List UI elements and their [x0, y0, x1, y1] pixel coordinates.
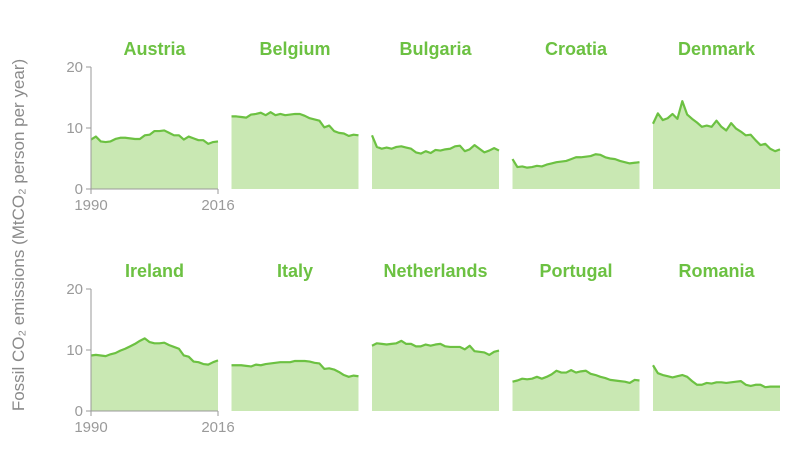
- panel-title-romania: Romania: [678, 261, 755, 281]
- panel-title-ireland: Ireland: [125, 261, 184, 281]
- panel-denmark: Denmark: [652, 39, 781, 189]
- panel-title-denmark: Denmark: [678, 39, 756, 59]
- line-ireland: [90, 337, 219, 366]
- area-austria: [91, 130, 218, 189]
- y-tick-label: 10: [66, 342, 83, 359]
- line-italy: [231, 359, 359, 378]
- y-tick-label: 0: [75, 403, 83, 420]
- panel-netherlands: Netherlands: [371, 261, 500, 411]
- line-netherlands: [371, 339, 500, 356]
- line-austria: [90, 129, 219, 145]
- area-belgium: [231, 112, 359, 189]
- line-denmark: [652, 100, 781, 153]
- panel-austria: Austria 0 10 20 1990 2016: [66, 39, 234, 214]
- axes-row-1: 0 10 20 1990 2016: [66, 59, 234, 214]
- panel-italy: Italy: [231, 261, 359, 411]
- y-tick-label: 20: [66, 59, 83, 76]
- panel-title-portugal: Portugal: [539, 261, 612, 281]
- y-tick-label: 10: [66, 120, 83, 137]
- panel-title-croatia: Croatia: [545, 39, 608, 59]
- x-tick-label: 1990: [74, 419, 107, 436]
- area-bulgaria: [372, 135, 499, 189]
- x-tick-label: 2016: [201, 419, 234, 436]
- line-portugal: [512, 369, 640, 385]
- y-tick-label: 20: [66, 281, 83, 298]
- area-italy: [231, 360, 359, 411]
- x-tick-label: 1990: [74, 197, 107, 214]
- panel-portugal: Portugal: [512, 261, 640, 411]
- line-belgium: [231, 111, 359, 138]
- panel-title-bulgaria: Bulgaria: [399, 39, 472, 59]
- area-croatia: [512, 154, 640, 189]
- panel-title-netherlands: Netherlands: [383, 261, 487, 281]
- area-romania: [653, 365, 780, 411]
- line-romania: [652, 364, 780, 389]
- axes-row-2: 0 10 20 1990 2016: [66, 281, 234, 436]
- panel-croatia: Croatia: [511, 39, 640, 189]
- line-croatia: [511, 153, 640, 169]
- area-ireland: [91, 338, 218, 411]
- panel-title-austria: Austria: [123, 39, 186, 59]
- y-axis-label: Fossil CO₂ emissions (MtCO₂ person per y…: [9, 59, 28, 411]
- panel-ireland: Ireland 0 10 20 1990 2016: [66, 261, 234, 436]
- area-portugal: [512, 370, 640, 411]
- panel-romania: Romania: [652, 261, 780, 411]
- x-tick-label: 2016: [201, 197, 234, 214]
- panel-belgium: Belgium: [231, 39, 359, 189]
- panel-bulgaria: Bulgaria: [370, 39, 500, 189]
- area-netherlands: [372, 340, 499, 411]
- line-bulgaria: [370, 134, 500, 155]
- area-denmark: [653, 101, 780, 189]
- panel-title-belgium: Belgium: [259, 39, 330, 59]
- panel-title-italy: Italy: [277, 261, 313, 281]
- y-tick-label: 0: [75, 181, 83, 198]
